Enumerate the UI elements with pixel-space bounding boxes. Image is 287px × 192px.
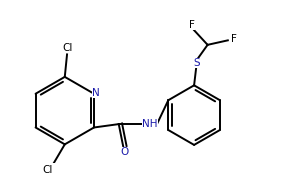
Text: F: F [189,20,195,30]
Text: Cl: Cl [62,43,73,53]
Text: Cl: Cl [43,165,53,175]
Text: NH: NH [142,118,158,129]
Text: F: F [231,34,237,44]
Text: O: O [120,147,129,157]
Text: S: S [194,58,200,68]
Text: N: N [92,88,100,98]
